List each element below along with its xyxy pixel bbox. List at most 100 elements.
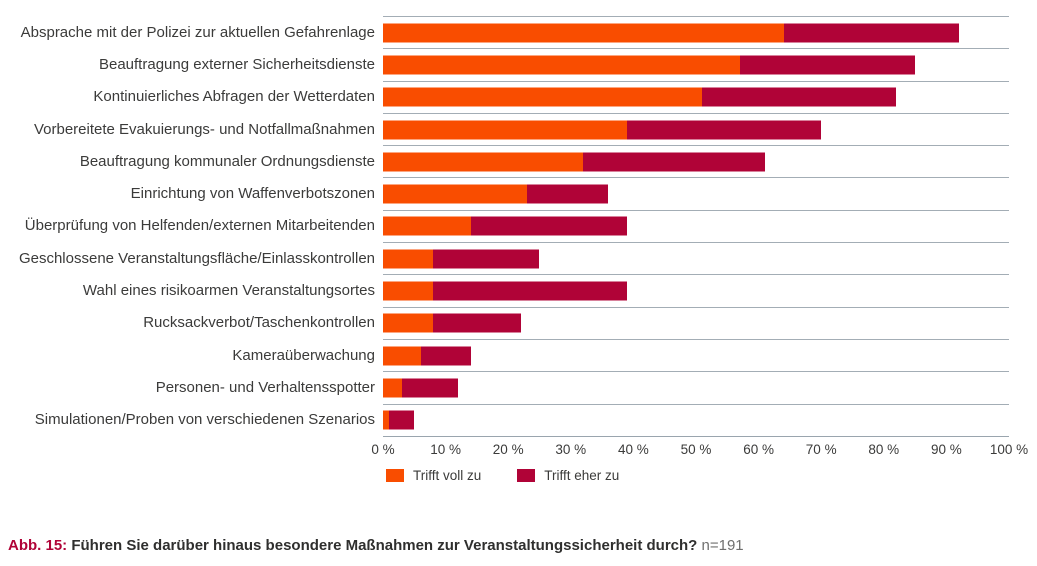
bar-track [383,80,1009,113]
chart-row: Wahl eines risikoarmen Veranstaltungsort… [0,274,1009,306]
category-label: Kontinuierliches Abfragen der Wetterdate… [93,88,375,106]
stacked-bar [383,23,1009,43]
bar-track [383,242,1009,274]
caption-figure-number: Abb. 15: [8,537,68,554]
bar-track [383,16,1009,48]
x-tick-label: 60 % [743,442,774,457]
x-tick-label: 10 % [430,442,461,457]
category-label: Einrichtung von Waffenverbotszonen [130,185,375,203]
bar-track [383,48,1009,80]
bar-segment-trifft-eher-zu [583,152,765,172]
x-tick-label: 90 % [931,442,962,457]
category-label: Überprüfung von Helfenden/externen Mitar… [24,217,375,235]
bar-segment-trifft-voll-zu [383,23,784,43]
category-label: Geschlossene Veranstaltungsfläche/Einlas… [18,249,375,267]
stacked-bar [383,378,1009,398]
bar-track [383,209,1009,242]
figure-caption: Abb. 15: Führen Sie darüber hinaus beson… [8,537,744,554]
bar-segment-trifft-voll-zu [383,87,703,107]
stacked-bar [383,55,1009,75]
bar-segment-trifft-eher-zu [702,87,897,107]
chart-row: Überprüfung von Helfenden/externen Mitar… [0,209,1009,242]
bar-segment-trifft-voll-zu [383,120,628,140]
bar-track [383,403,1009,436]
bar-segment-trifft-eher-zu [433,281,628,301]
x-tick-label: 70 % [805,442,837,457]
chart-row: Absprache mit der Polizei zur aktuellen … [0,16,1009,48]
category-label: Rucksackverbot/Taschenkontrollen [143,314,375,332]
bar-track [383,274,1009,306]
category-label: Beauftragung externer Sicherheitsdienste [98,55,375,73]
legend-item: Trifft eher zu [517,468,619,483]
category-label: Simulationen/Proben von verschiedenen Sz… [34,411,375,429]
bar-segment-trifft-eher-zu [526,184,609,204]
category-label: Kameraüberwachung [232,346,375,364]
bar-segment-trifft-voll-zu [383,313,434,333]
x-axis-line [383,436,1009,437]
stacked-bar [383,346,1009,366]
bar-segment-trifft-eher-zu [389,410,415,430]
caption-question: Führen Sie darüber hinaus besondere Maßn… [71,537,698,554]
bar-track [383,145,1009,177]
legend-swatch-icon [517,469,536,482]
category-label: Absprache mit der Polizei zur aktuellen … [20,23,375,41]
legend-label: Trifft eher zu [544,468,620,483]
bar-segment-trifft-voll-zu [383,249,434,269]
bar-track [383,338,1009,371]
chart-row: Beauftragung externer Sicherheitsdienste [0,48,1009,80]
chart-legend: Trifft voll zu Trifft eher zu [386,468,655,483]
chart-row: Geschlossene Veranstaltungsfläche/Einlas… [0,242,1009,274]
bar-segment-trifft-eher-zu [739,55,916,75]
stacked-bar [383,152,1009,172]
bar-track [383,112,1009,145]
stacked-bar [383,281,1009,301]
bar-segment-trifft-eher-zu [420,346,471,366]
bar-segment-trifft-voll-zu [383,281,434,301]
bar-segment-trifft-voll-zu [383,378,402,398]
stacked-bar [383,313,1009,333]
bar-segment-trifft-voll-zu [383,346,421,366]
stacked-bar-chart: Absprache mit der Polizei zur aktuellen … [0,16,1009,436]
bar-track [383,177,1009,209]
bar-segment-trifft-voll-zu [383,184,527,204]
bar-segment-trifft-eher-zu [783,23,959,43]
bar-segment-trifft-eher-zu [627,120,822,140]
bar-track [383,306,1009,339]
chart-row: Rucksackverbot/Taschenkontrollen [0,306,1009,339]
chart-row: Personen- und Verhaltensspotter [0,371,1009,403]
category-label: Personen- und Verhaltensspotter [155,378,375,396]
stacked-bar [383,184,1009,204]
category-label: Vorbereitete Evakuierungs- und Notfallma… [33,120,375,138]
x-tick-label: 100 % [989,442,1029,457]
category-label: Beauftragung kommunaler Ordnungsdienste [79,152,375,170]
chart-row: Simulationen/Proben von verschiedenen Sz… [0,403,1009,436]
bar-segment-trifft-voll-zu [383,216,471,236]
bar-segment-trifft-eher-zu [433,313,521,333]
x-tick-label: 40 % [618,442,649,457]
stacked-bar [383,410,1009,430]
x-tick-label: 0 % [371,442,395,457]
legend-item: Trifft voll zu [386,468,481,483]
legend-swatch-icon [386,469,404,482]
bar-track [383,371,1009,403]
chart-row: Vorbereitete Evakuierungs- und Notfallma… [0,112,1009,145]
bar-segment-trifft-voll-zu [383,152,584,172]
bar-segment-trifft-eher-zu [401,378,459,398]
stacked-bar [383,216,1009,236]
bar-segment-trifft-eher-zu [433,249,540,269]
x-tick-label: 50 % [680,442,712,457]
stacked-bar [383,249,1009,269]
chart-row: Einrichtung von Waffenverbotszonen [0,177,1009,209]
chart-row: Kontinuierliches Abfragen der Wetterdate… [0,80,1009,113]
category-label: Wahl eines risikoarmen Veranstaltungsort… [82,282,375,300]
stacked-bar [383,120,1009,140]
bar-segment-trifft-voll-zu [383,55,740,75]
chart-row: Kameraüberwachung [0,338,1009,371]
x-tick-label: 80 % [868,442,900,457]
x-tick-label: 20 % [492,442,524,457]
caption-sample-size: n=191 [701,537,744,554]
bar-segment-trifft-voll-zu [383,410,390,430]
x-tick-label: 30 % [555,442,587,457]
bar-segment-trifft-eher-zu [470,216,628,236]
